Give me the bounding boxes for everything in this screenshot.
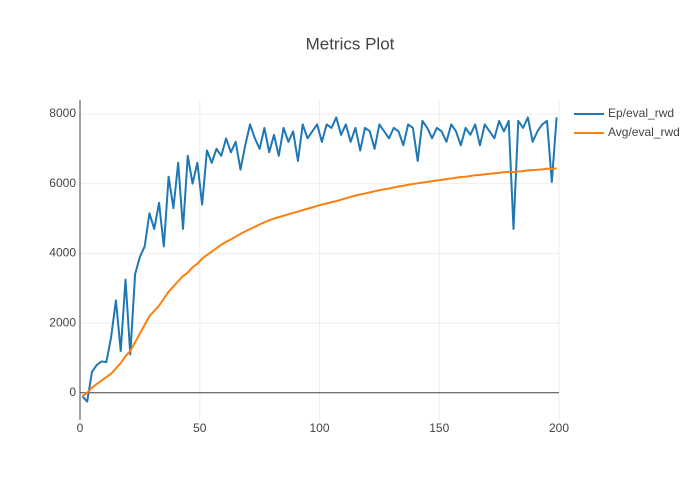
x-tick-label: 0 (77, 421, 84, 435)
chart-title: Metrics Plot (306, 34, 395, 53)
legend-label: Avg/eval_rwd (608, 125, 680, 139)
x-tick-label: 150 (429, 421, 449, 435)
data-line (81, 167, 557, 398)
x-tick-label: 50 (193, 421, 207, 435)
y-tick-label: 2000 (49, 315, 76, 329)
legend-label: Ep/eval_rwd (608, 106, 674, 120)
x-tick-label: 200 (549, 421, 569, 435)
y-tick-label: 4000 (49, 246, 76, 260)
y-tick-label: 6000 (49, 176, 76, 190)
data-line (81, 116, 558, 403)
x-tick-label: 100 (309, 421, 329, 435)
y-tick-label: 0 (69, 385, 76, 399)
y-tick-label: 8000 (49, 106, 76, 120)
